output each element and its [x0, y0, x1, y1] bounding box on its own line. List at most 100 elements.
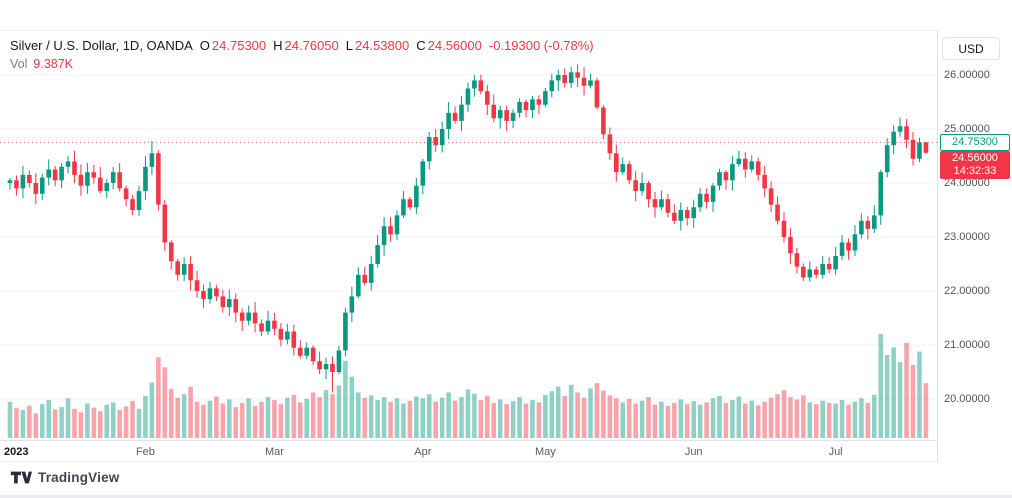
candle-body: [407, 199, 413, 208]
volume-bar: [91, 407, 97, 438]
time-axis[interactable]: 2023 Feb Mar Apr May Jun Jul: [0, 440, 1012, 462]
volume-bar: [820, 400, 825, 438]
candle-body: [678, 210, 684, 221]
price-axis-tick-label: 23.00000: [944, 231, 990, 243]
candle-body: [168, 242, 174, 262]
volume-bar: [839, 400, 845, 438]
volume-bar: [517, 397, 522, 438]
symbol-legend: Silver / U.S. Dollar, 1D, OANDA O 24.7530…: [10, 38, 594, 71]
candle-body: [555, 75, 561, 81]
volume-bar: [46, 400, 51, 438]
volume-bar: [710, 398, 716, 438]
volume-bar: [523, 403, 529, 438]
legend-line-volume: Vol 9.387K: [10, 57, 594, 71]
currency-toggle-button[interactable]: USD: [942, 37, 1000, 60]
candle-body: [478, 80, 484, 92]
candle-body: [220, 296, 226, 308]
candle-body: [414, 185, 419, 208]
close-value: 24.56000: [427, 38, 482, 53]
volume-bar: [414, 396, 419, 438]
time-axis-month-label: May: [534, 446, 556, 458]
candle-body: [652, 199, 658, 208]
volume-bar: [188, 386, 193, 438]
price-axis[interactable]: 24.75300 24.56000 14:32:33 26.00000 25.00…: [937, 30, 1012, 462]
volume-bar: [897, 362, 903, 438]
candle-body: [362, 274, 368, 283]
candle-body: [865, 220, 871, 229]
volume-bar: [117, 409, 122, 438]
candle-body: [601, 107, 606, 135]
price-axis-tick-label: 25.00000: [944, 123, 990, 135]
volume-bar: [633, 403, 638, 438]
tradingview-logo[interactable]: TradingView: [10, 470, 119, 485]
candle-body: [530, 99, 535, 111]
legend-line-main: Silver / U.S. Dollar, 1D, OANDA O 24.7530…: [10, 38, 594, 53]
volume-bar: [575, 392, 580, 438]
volume-bar: [659, 401, 664, 438]
volume-bar: [349, 376, 355, 438]
change-value: -0.19300 (-0.78%): [488, 38, 594, 53]
candle-body: [356, 274, 361, 297]
volume-bar: [420, 398, 426, 438]
candle-body: [594, 80, 600, 108]
volume-bar: [749, 400, 755, 438]
candle-body: [801, 266, 806, 278]
volume-bar: [607, 395, 613, 438]
volume-bar: [27, 405, 32, 438]
price-chart-canvas[interactable]: [0, 30, 937, 440]
volume-bar: [652, 404, 658, 438]
volume-bar: [110, 402, 116, 438]
volume-bar: [317, 397, 322, 438]
volume-bar: [872, 394, 877, 438]
symbol-title[interactable]: Silver / U.S. Dollar, 1D, OANDA: [10, 38, 193, 53]
candle-body: [910, 139, 916, 159]
candle-body: [581, 77, 587, 86]
time-axis-month-label: Feb: [135, 446, 155, 458]
candle-body: [304, 347, 309, 356]
candle-body: [607, 134, 613, 154]
candle-body: [20, 174, 26, 189]
candle-body: [330, 363, 335, 372]
candle-body: [691, 207, 696, 219]
candle-body: [549, 80, 555, 92]
candle-body: [736, 158, 742, 165]
candle-body: [884, 145, 890, 173]
volume-bar: [723, 402, 729, 438]
volume-bar: [85, 403, 90, 438]
ohlc-close: C 24.56000: [416, 38, 482, 53]
volume-bar: [59, 407, 64, 438]
candle-body: [543, 91, 548, 105]
candle-body: [459, 104, 464, 121]
candle-body: [65, 161, 71, 167]
price-axis-tick-label: 21.00000: [944, 339, 990, 351]
candle-body: [562, 75, 567, 84]
volume-bar: [375, 400, 380, 438]
volume-bar: [426, 394, 432, 438]
candle-body: [272, 320, 277, 329]
volume-bar: [846, 404, 851, 438]
volume-bar: [543, 394, 548, 438]
volume-bar: [297, 402, 303, 438]
candle-body: [110, 172, 116, 183]
candle-body: [755, 161, 761, 175]
volume-label[interactable]: Vol: [10, 57, 28, 71]
high-letter: H: [273, 38, 283, 53]
volume-bar: [136, 408, 142, 438]
candle-body: [588, 80, 593, 86]
volume-bar: [156, 357, 161, 438]
candle-body: [381, 226, 387, 246]
volume-bar: [368, 395, 374, 438]
bar-close-countdown: 14:32:33: [953, 164, 997, 177]
volume-bar: [7, 401, 13, 438]
volume-bar: [78, 412, 84, 438]
open-letter: O: [199, 38, 210, 53]
volume-bar: [743, 403, 748, 438]
candle-body: [181, 264, 187, 275]
candle-body: [575, 72, 580, 78]
volume-bar: [330, 394, 335, 438]
volume-bar: [285, 397, 290, 438]
candle-body: [78, 174, 84, 186]
time-axis-month-label: Apr: [414, 446, 432, 458]
volume-bar: [562, 395, 567, 438]
candle-body: [214, 288, 219, 297]
